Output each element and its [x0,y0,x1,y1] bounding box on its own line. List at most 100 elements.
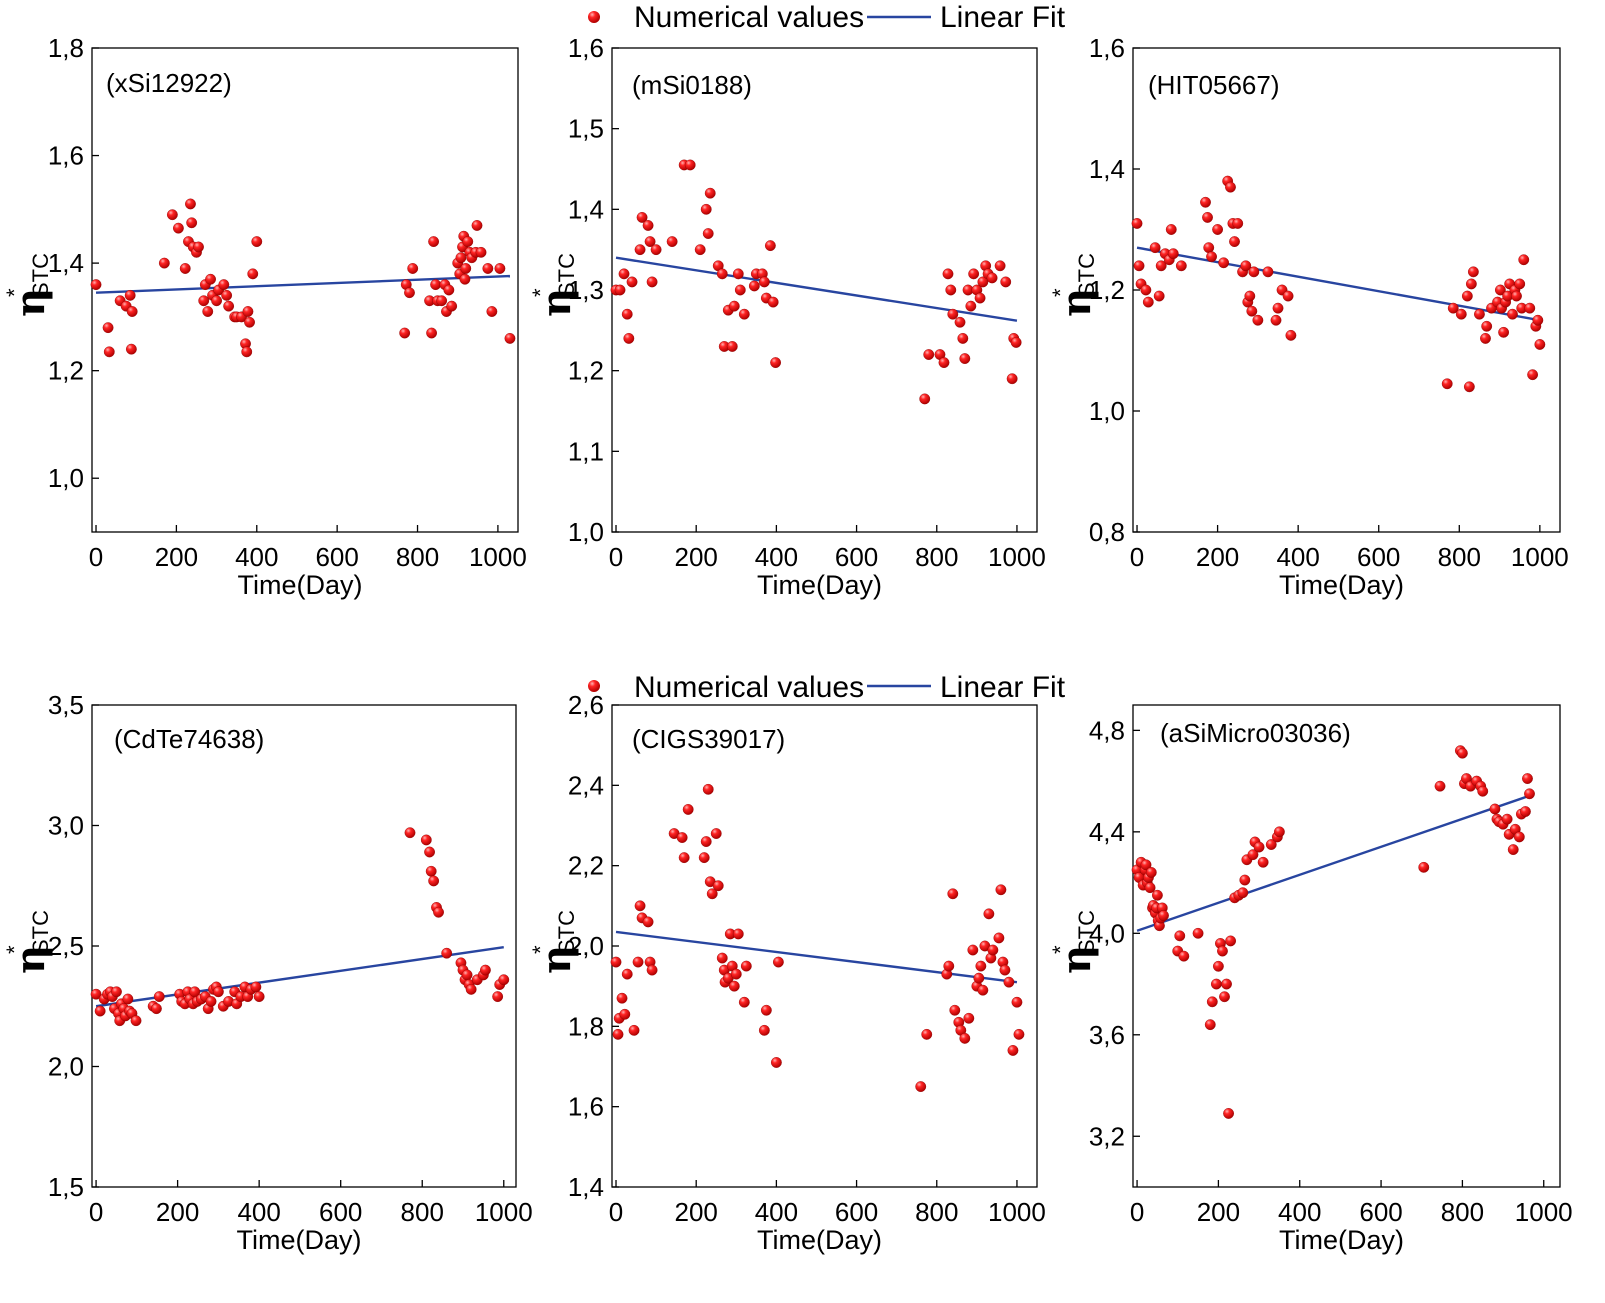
x-tick-label: 600 [1359,1197,1402,1227]
data-point [963,1012,975,1024]
y-axis-label-subscript: STC [1074,910,1099,954]
data-point [770,1057,782,1068]
data-point [949,1004,961,1016]
data-point [1140,284,1152,296]
x-tick-label: 200 [155,542,198,572]
chart-panel: 0 200 400 600 800 1000 1,5 2,0 2,5 3,0 3,5 Time(Day… [2,690,533,1255]
data-point [130,1015,142,1027]
chart-panel: 0 200 400 600 800 1000 1,0 1,2 1,4 1,6 1,8 Time(Day… [2,33,527,600]
data-point [1140,859,1152,871]
data-point [122,993,134,1005]
data-point [1253,841,1265,853]
y-axis-label-symbol: η [533,288,580,317]
data-point [494,263,506,274]
data-point [1223,1108,1234,1119]
data-point [433,906,444,918]
y-tick-label: 1,2 [568,356,604,386]
data-point [1534,339,1546,350]
y-axis-label: η* STC [2,910,54,974]
plot-frame [91,704,517,1188]
y-axis-label-symbol: η [7,945,54,974]
data-point [404,827,416,839]
data-point [975,960,987,972]
data-point [1202,211,1213,223]
data-point [1204,1019,1216,1031]
x-axis-label: Time(Day) [237,1225,362,1255]
data-point [650,244,662,256]
data-point [738,996,750,1008]
x-tick-label: 1000 [469,542,527,572]
data-point [186,217,198,229]
linear-fit-line [95,274,511,294]
legend-fit-label: Linear Fit [940,1,1066,34]
y-tick-label: 1,3 [568,275,604,305]
data-point [1455,308,1467,320]
x-tick-label: 200 [675,1197,718,1227]
data-point [1165,224,1177,235]
x-tick-label: 800 [915,542,958,572]
y-tick-label: 1,0 [48,463,84,493]
data-point [498,974,510,986]
data-point [158,257,170,269]
y-tick-label: 1,6 [568,1092,604,1122]
data-point [634,900,646,912]
data-point [700,203,712,215]
data-point [1153,290,1165,302]
data-point [919,393,931,405]
data-point [610,956,622,968]
data-point [740,960,752,972]
data-point [612,1028,624,1040]
data-point [760,1004,772,1016]
x-tick-label: 600 [1357,542,1400,572]
y-tick-label: 1,4 [568,1172,604,1202]
data-point [938,357,950,368]
data-point [636,211,648,223]
data-point [1434,780,1446,792]
data-point [1155,260,1167,272]
x-tick-label: 0 [89,1197,103,1227]
y-axis-label-symbol: η [7,288,54,317]
data-point [185,198,196,210]
y-axis-label-symbol: η [533,945,580,974]
data-point [1270,314,1282,326]
data-point [1218,257,1230,269]
data-point [475,246,487,258]
data-point [205,996,217,1007]
data-point [1457,747,1468,759]
data-point [995,884,1007,896]
data-point [428,875,440,887]
data-point [623,332,635,344]
data-point [770,357,781,368]
data-point [728,980,740,992]
data-point [758,1024,770,1036]
y-axis-label-star: * [1048,288,1073,297]
data-point [173,222,184,234]
x-tick-label: 400 [755,542,798,572]
y-axis-label: η* STC [2,253,54,317]
data-point [179,263,191,274]
x-axis-label: Time(Day) [238,570,363,600]
data-point [1240,260,1252,272]
data-point [1229,236,1240,248]
data-point [428,236,440,248]
data-point [1239,874,1251,886]
chart-panel: 0 200 400 600 800 1000 3,2 3,6 4,0 4,4 4,8 Time(Day… [1048,704,1573,1255]
panel-title: (CIGS39017) [632,724,785,754]
data-point [1232,218,1244,229]
chart-panel: 0 200 400 600 800 1000 1,4 1,6 1,8 2,0 2,2 2,4 2,6 Ti… [528,690,1046,1255]
data-point [1192,927,1204,939]
data-point [404,287,415,299]
panel-title: (HIT05667) [1148,70,1280,100]
data-point [1158,910,1169,921]
data-point [644,236,656,248]
data-point [1203,242,1215,254]
y-tick-label: 3,0 [48,811,84,841]
data-point [462,236,474,248]
data-point [632,956,644,968]
data-point [618,268,630,280]
data-point [1285,329,1297,341]
data-point [1463,381,1475,393]
data-point [1145,867,1157,878]
data-point [616,992,628,1004]
